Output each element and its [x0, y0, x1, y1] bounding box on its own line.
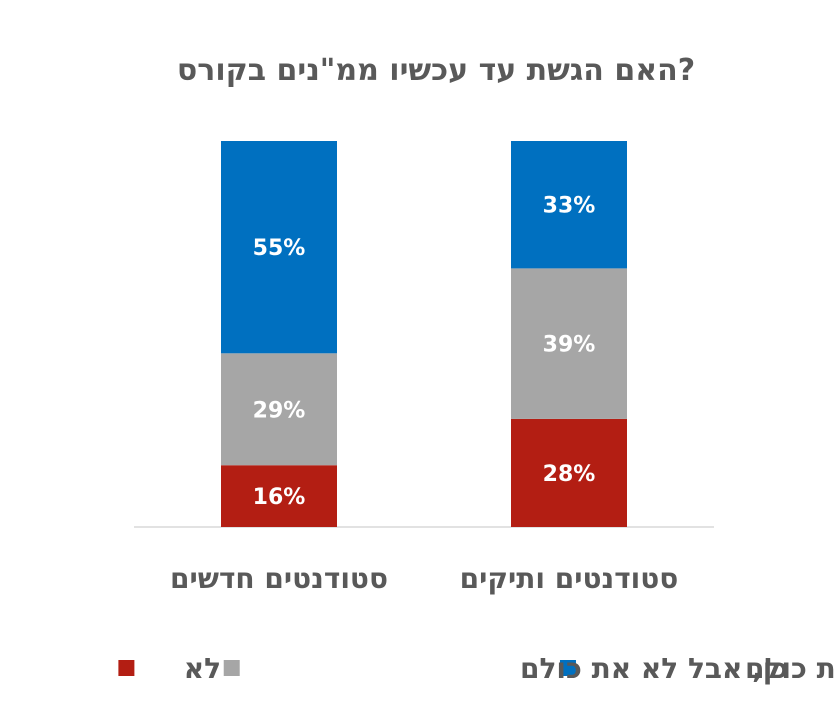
category-label: סטודנטים חדשים [170, 562, 388, 595]
bar-segment [511, 141, 627, 269]
category-label: סטודנטים ותיקים [460, 562, 679, 595]
bar-segment [511, 268, 627, 419]
data-label: 29% [253, 398, 306, 423]
legend-label: לא [184, 652, 221, 685]
category-labels: סטודנטים ותיקים סטודנטים חדשים [170, 562, 678, 595]
data-label: 33% [543, 194, 596, 219]
bar-segment [221, 465, 337, 527]
data-label: 55% [253, 236, 306, 261]
chart-title: האם הגשת עד עכשיו ממ"נים בקורס? [177, 53, 695, 88]
bar-segment [511, 418, 627, 527]
bar-segment [221, 141, 337, 354]
legend-label: כן, את כולם [745, 652, 838, 685]
bars-layer: 28% 39% 33% 16% 29% 55% [221, 141, 627, 527]
bar-segment [221, 353, 337, 466]
data-label: 16% [253, 485, 306, 510]
data-label: 28% [543, 462, 596, 487]
legend-label: כן, אבל לא את כולם [520, 652, 788, 685]
data-label: 39% [543, 333, 596, 358]
legend-swatch [118, 660, 135, 676]
legend-swatch [559, 660, 576, 676]
legend-swatch [223, 660, 240, 676]
